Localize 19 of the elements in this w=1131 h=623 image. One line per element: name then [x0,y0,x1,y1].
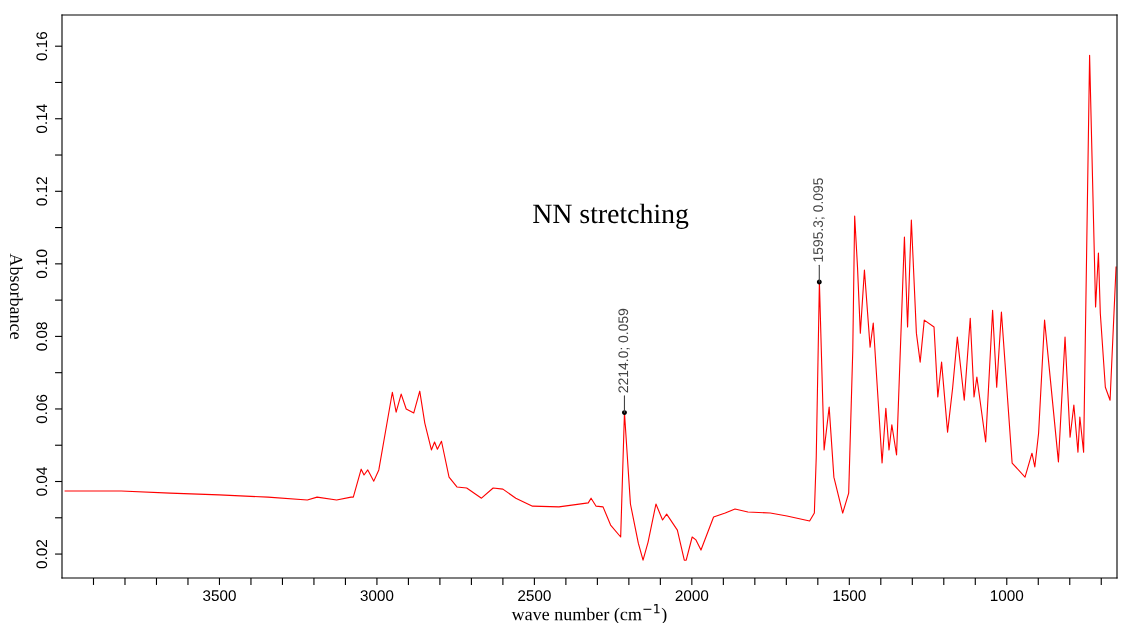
x-tick-label: 2500 [518,590,551,602]
y-tick-label: 0.16 [36,32,48,61]
y-tick-label: 0.08 [36,322,48,351]
y-tick-label: 0.06 [36,394,48,424]
y-tick-label: 0.14 [36,104,48,134]
annotation: 1595.3; 0.095 [813,178,825,262]
x-tick-label: 1500 [833,590,866,602]
y-tick-label: 0.02 [36,539,48,569]
annotation: 2214.0; 0.059 [618,308,630,393]
x-tick-label: 3000 [360,590,394,602]
line-series [64,54,1117,561]
x-tick-label: 1000 [990,590,1024,602]
y-axis-title: Absorbance [10,253,23,339]
x-tick-label: 3500 [203,590,236,602]
y-tick-label: 0.04 [36,467,48,496]
x-tick-label: 2000 [675,590,709,602]
y-tick-label: 0.12 [36,177,48,206]
annotation: NN stretching [533,203,689,229]
y-tick-label: 0.10 [36,249,48,279]
